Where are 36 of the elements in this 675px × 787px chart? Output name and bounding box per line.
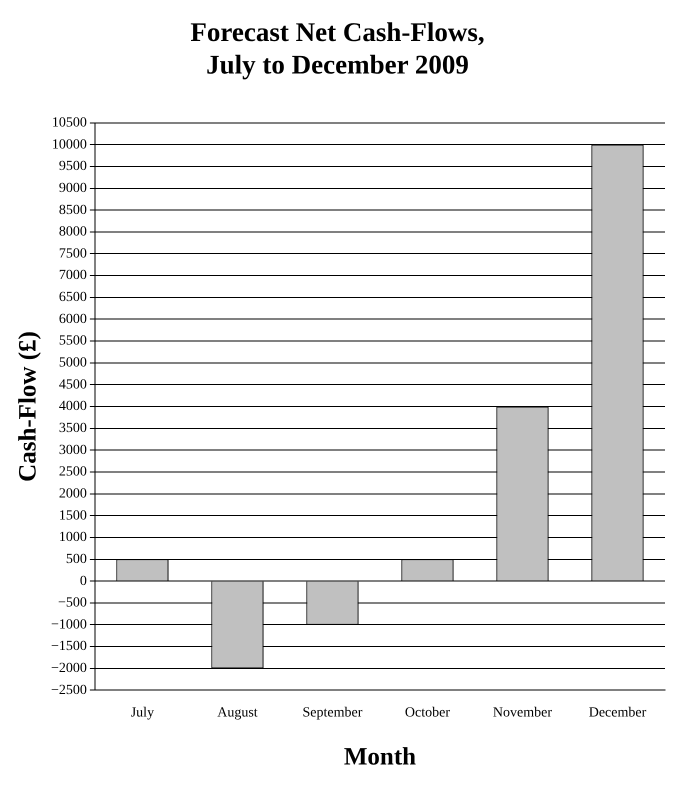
y-tick-label: 0	[80, 574, 87, 589]
y-tick-label: 9000	[58, 180, 87, 196]
y-tick-label: 4000	[58, 399, 87, 414]
y-tick-label: 2000	[58, 486, 87, 502]
y-tick-label: −1500	[50, 639, 87, 654]
y-tick-label: 6000	[58, 312, 87, 327]
y-tick-label: 10500	[52, 115, 87, 130]
x-tick-label: October	[404, 705, 450, 720]
x-tick-label: December	[588, 705, 647, 720]
y-tick-label: −2000	[50, 661, 87, 676]
x-axis-title: Month	[344, 743, 416, 770]
y-tick-label: 7000	[58, 268, 87, 284]
y-tick-label: 1500	[58, 508, 87, 524]
y-tick-label: −2500	[50, 682, 87, 698]
y-tick-label: 9500	[58, 159, 87, 174]
y-tick-label: 5500	[58, 334, 87, 349]
y-tick-label: 500	[66, 552, 87, 567]
chart-title: Forecast Net Cash-Flows, July to December 2009	[190, 17, 485, 80]
y-tick-label: 2500	[58, 464, 87, 480]
y-tick-label: −1000	[50, 617, 87, 632]
y-tick-label: 4500	[58, 377, 87, 392]
y-tick-label: 6500	[58, 290, 87, 306]
y-tick-label: 7500	[58, 246, 87, 262]
y-axis-title: Cash-Flow (£)	[14, 331, 42, 482]
x-tick-label: November	[492, 705, 552, 720]
y-tick-label: 10000	[52, 137, 87, 152]
y-tick-label: 3500	[58, 420, 87, 436]
y-tick-label: 5000	[58, 356, 87, 371]
x-tick-label: September	[302, 705, 363, 720]
y-tick-label: 3000	[58, 442, 87, 458]
x-tick-label: July	[130, 705, 154, 720]
y-tick-label: 1000	[58, 530, 87, 546]
y-tick-label: 8000	[58, 224, 87, 240]
y-tick-label: 8500	[58, 202, 87, 218]
x-tick-label: August	[217, 705, 258, 720]
y-tick-label: −500	[58, 596, 87, 611]
